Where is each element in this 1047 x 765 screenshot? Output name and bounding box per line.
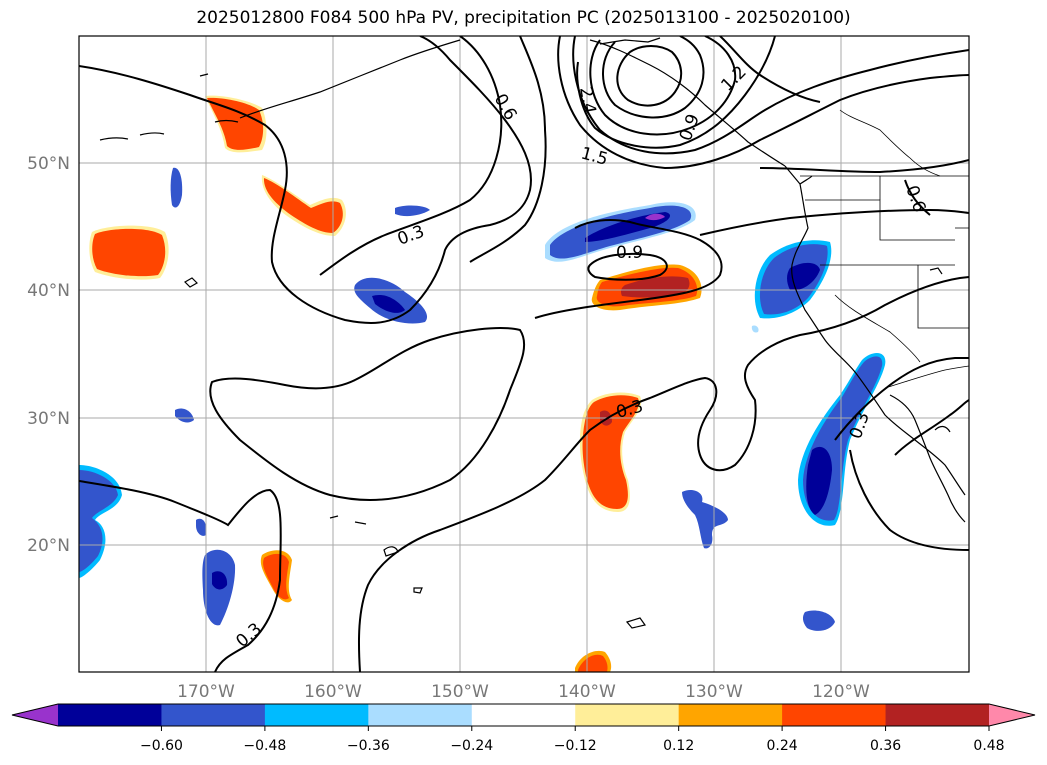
lon-label-160w: 160°W [304, 682, 362, 702]
pv-contour-line [534, 219, 723, 319]
pv-contour-line [849, 449, 969, 551]
pv-contour-line [572, 36, 969, 155]
contour-label: 0.3 [232, 619, 266, 652]
precip-blob [395, 205, 430, 217]
pv-contour-line [616, 45, 683, 107]
lon-label-140w: 140°W [558, 682, 616, 702]
precip-blob [263, 553, 289, 600]
pv-contour-line [469, 36, 547, 263]
map-frame [78, 35, 970, 673]
pv-contour-line [79, 36, 532, 324]
colorbar-cell [264, 704, 369, 726]
contour-label: 0.9 [676, 111, 704, 143]
lon-label-150w: 150°W [431, 682, 489, 702]
pv-contour-line [576, 36, 776, 149]
contour-labels: 0.6 2.4 1.5 1.2 0.9 0.3 0.9 0.3 0.3 0.3 … [232, 62, 929, 652]
colorbar-tick-label: −0.24 [450, 738, 493, 754]
colorbar-cell [782, 704, 887, 726]
precip-blob [806, 446, 832, 515]
colorbar-tick-label: 0.36 [870, 738, 901, 754]
colorbar-right-extension [989, 704, 1035, 726]
lon-label-120w: 120°W [812, 682, 870, 702]
gridlines [79, 36, 969, 672]
colorbar-cell [58, 704, 162, 726]
pv-contour-line [209, 327, 526, 501]
colorbar-tick-label: −0.60 [140, 738, 183, 754]
colorbar-tick-label: −0.48 [243, 738, 286, 754]
colorbar-cell [678, 704, 783, 726]
contour-label: 2.4 [575, 85, 599, 115]
pv-contour-line [319, 36, 503, 276]
colorbar-tick-label: 0.12 [663, 738, 694, 754]
precip-blob [787, 262, 820, 291]
pv-contour-line [589, 36, 737, 136]
lat-label-50n: 50°N [27, 154, 70, 174]
contour-label: 0.6 [490, 91, 521, 124]
contour-label: 0.9 [616, 243, 643, 263]
colorbar-tick-label: 0.48 [973, 738, 1004, 754]
colorbar-tick-label: −0.12 [554, 738, 597, 754]
colorbar-cell [471, 704, 576, 726]
pv-contour-line [759, 159, 969, 174]
lat-label-30n: 30°N [27, 409, 70, 429]
lon-label-130w: 130°W [685, 682, 743, 702]
colorbar-tick-label: 0.24 [767, 738, 798, 754]
pv-contour-line [699, 208, 969, 236]
contour-label: 1.2 [717, 62, 750, 95]
precip-blob [92, 228, 166, 277]
pv-contour-line [557, 36, 969, 170]
longitude-labels: 170°W 160°W 150°W 140°W 130°W 120°W [177, 682, 870, 702]
colorbar-cell [161, 704, 266, 726]
precip-blob [682, 490, 728, 549]
colorbar-cell [885, 704, 990, 726]
pv-contour-line [602, 36, 705, 119]
precip-blob [175, 408, 194, 423]
pv-contour-line [587, 252, 668, 281]
precip-blob [751, 325, 759, 333]
precip-blob [645, 213, 665, 221]
pv-contour-line [834, 357, 969, 441]
pv-contour-line [894, 399, 969, 456]
colorbar-outline [11, 703, 1036, 727]
colorbar-left-extension [12, 704, 58, 726]
precip-blob [196, 518, 207, 536]
latitude-labels: 50°N 40°N 30°N 20°N [27, 154, 70, 556]
colorbar-cell [368, 704, 473, 726]
precip-negative-shading [79, 167, 886, 631]
colorbar-cell [575, 704, 680, 726]
pv-contours [79, 36, 969, 672]
precip-blob [578, 654, 608, 672]
precip-blob [802, 610, 835, 631]
pv-contour-line [79, 480, 282, 672]
precip-blob [621, 276, 690, 298]
precip-blob [207, 97, 264, 150]
contour-label: 0.3 [395, 222, 427, 250]
pv-contour-line [904, 179, 931, 216]
precip-blob [582, 395, 639, 509]
precip-blob [372, 294, 405, 313]
precip-blob [212, 571, 228, 590]
lon-label-170w: 170°W [177, 682, 235, 702]
precip-blob [170, 167, 183, 208]
lat-label-20n: 20°N [27, 536, 70, 556]
lat-label-40n: 40°N [27, 281, 70, 301]
colorbar: −0.60 −0.48 −0.36 −0.24 −0.12 0.12 0.24 0.36 0.4… [11, 703, 1036, 754]
pv-contour-line [719, 36, 821, 103]
colorbar-tick-label: −0.36 [347, 738, 390, 754]
pv-contour-line [357, 276, 969, 672]
map-title: 2025012800 F084 500 hPa PV, precipitatio… [196, 8, 851, 28]
precip-blob [79, 470, 118, 572]
map-panel [79, 36, 969, 672]
